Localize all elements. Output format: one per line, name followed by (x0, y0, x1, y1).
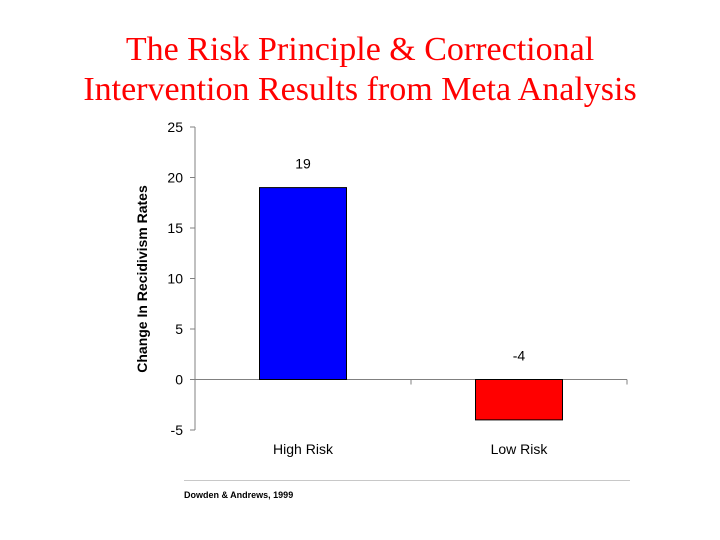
y-tick-label: 0 (175, 372, 183, 388)
source-note: Dowden & Andrews, 1999 (184, 490, 294, 500)
bar-high-risk (259, 187, 347, 380)
x-tick-label: High Risk (273, 441, 334, 457)
y-tick-label: 20 (167, 170, 183, 186)
data-label: -4 (513, 348, 526, 364)
y-tick-label: 15 (167, 220, 183, 236)
chart-labels: -5 0 5 10 15 20 25 19 High Risk -4 Low Risk Change … (134, 119, 548, 457)
slide-title-line-2: Intervention Results from Meta Analysis (83, 71, 637, 108)
data-label: 19 (295, 156, 311, 172)
y-tick-label: 25 (167, 119, 183, 135)
slide-title: The Risk Principle & Correctional Interv… (0, 30, 720, 110)
source-divider (184, 480, 630, 481)
y-tick-label: -5 (171, 422, 184, 438)
chart-bars (259, 187, 563, 421)
x-tick-label: Low Risk (491, 441, 549, 457)
y-tick-label: 10 (167, 271, 183, 287)
y-tick-label: 5 (175, 321, 183, 337)
slide-title-line-1: The Risk Principle & Correctional (125, 31, 595, 68)
y-axis-title: Change In Recidivism Rates (134, 185, 150, 373)
bar-low-risk (475, 379, 563, 421)
